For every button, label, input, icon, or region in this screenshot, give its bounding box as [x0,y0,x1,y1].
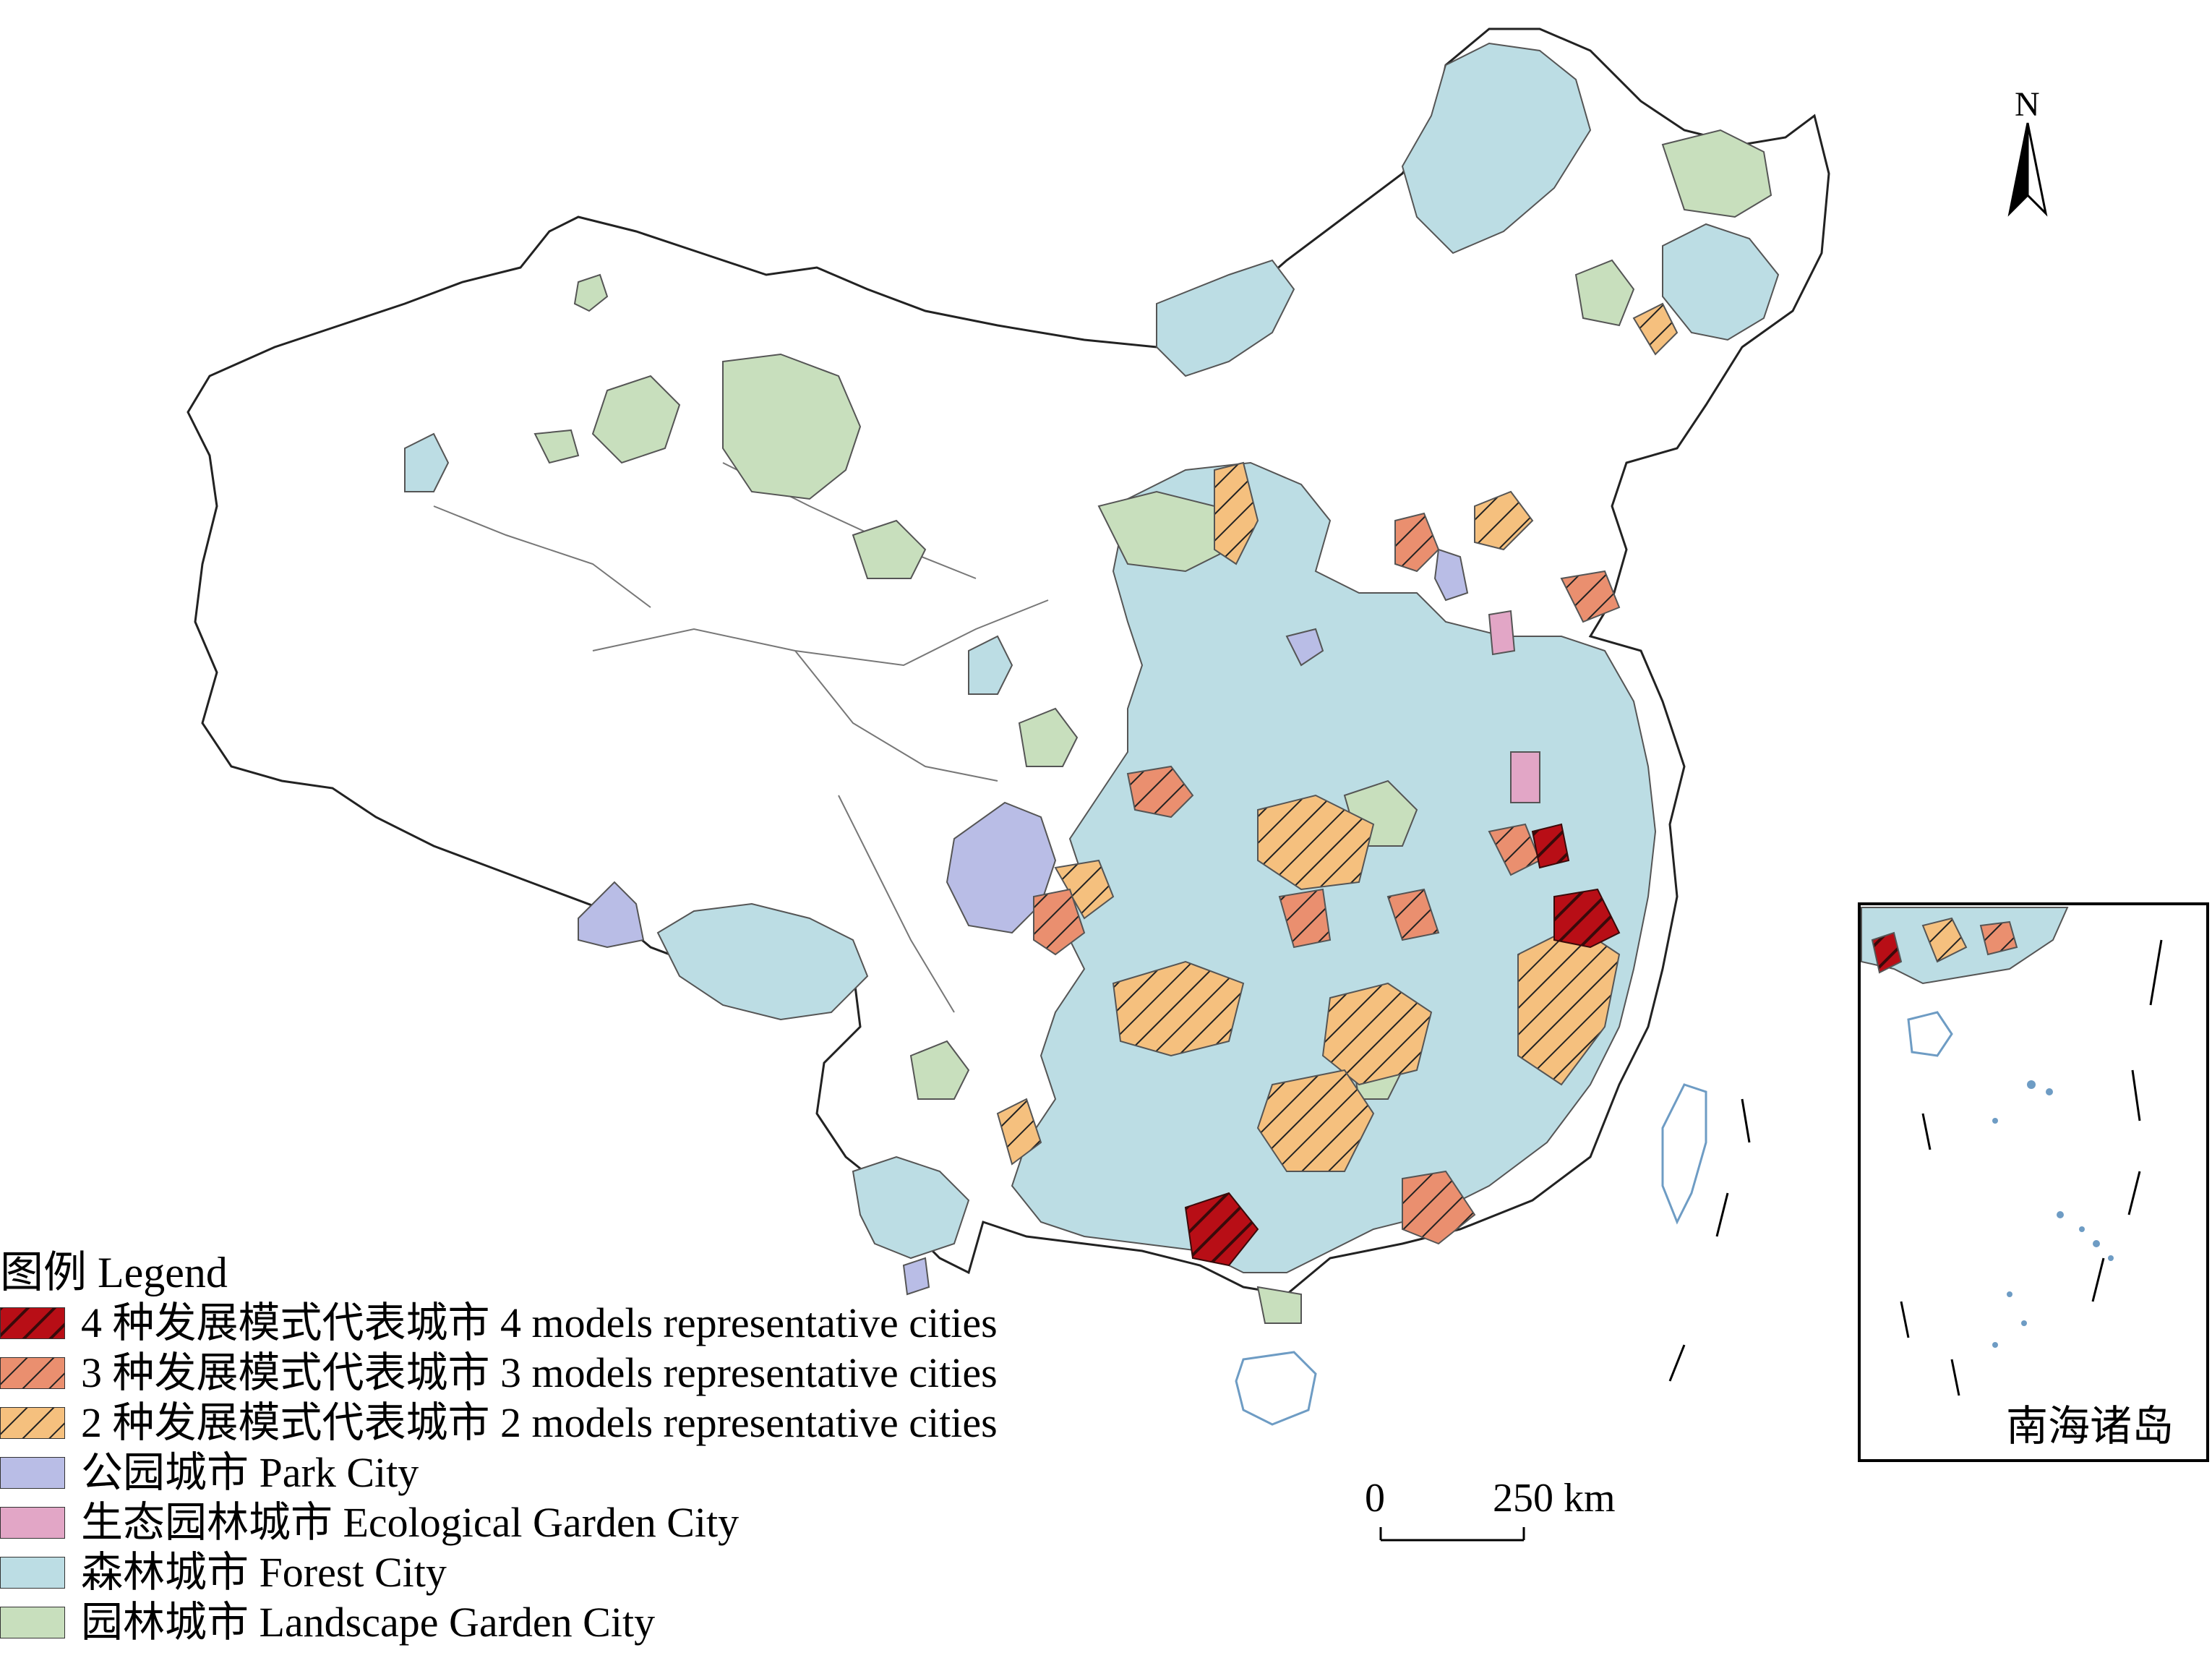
inset-hatched-cities [1871,917,2018,974]
four-models-regions [1184,823,1621,1267]
legend-item-landscape-garden-city: 园林城市 Landscape Garden City [0,1597,1186,1647]
legend-swatch-two-models [0,1406,65,1439]
legend-item-two-models: 2 种发展模式代表城市 2 models representative citi… [0,1398,1186,1448]
legend-label: 生态园林城市 Ecological Garden City [81,1498,740,1546]
scale-bar [1379,1527,1525,1542]
legend-swatch-ecological-garden-city [0,1506,65,1539]
legend-label: 森林城市 Forest City [81,1548,447,1596]
ecological-garden-city-regions [1488,610,1540,803]
legend: 图例 Legend 4 种发展模式代表城市 4 models represent… [0,1247,1186,1647]
south-china-sea-inset-frame [1858,902,2209,1462]
dash-line-fragments [1668,1098,1751,1382]
legend-item-park-city: 公园城市 Park City [0,1448,1186,1497]
legend-item-three-models: 3 种发展模式代表城市 3 models representative citi… [0,1348,1186,1398]
legend-swatch-landscape-garden-city [0,1606,65,1638]
province-boundaries [433,462,1049,1013]
legend-item-ecological-garden-city: 生态园林城市 Ecological Garden City [0,1497,1186,1547]
legend-label: 公园城市 Park City [81,1448,419,1496]
landscape-garden-city-regions [533,129,1772,1324]
inset-hainan [1907,1011,1953,1057]
scale-end-label: 250 km [1493,1476,1616,1521]
legend-item-forest-city: 森林城市 Forest City [0,1547,1186,1597]
legend-label: 3 种发展模式代表城市 3 models representative citi… [81,1349,998,1396]
scale-start-label: 0 [1365,1476,1385,1521]
inset-dash-line [1900,939,2163,1396]
legend-item-four-models: 4 种发展模式代表城市 4 models representative citi… [0,1298,1186,1348]
north-arrow [2007,122,2048,217]
legend-swatch-park-city [0,1456,65,1489]
legend-label: 4 种发展模式代表城市 4 models representative citi… [81,1299,998,1346]
legend-label: 2 种发展模式代表城市 2 models representative citi… [81,1398,998,1446]
legend-swatch-three-models [0,1356,65,1389]
three-models-regions [1033,512,1621,1245]
legend-swatch-forest-city [0,1556,65,1589]
legend-title: 图例 Legend [0,1249,228,1296]
legend-swatch-four-models [0,1307,65,1339]
two-models-regions [996,302,1679,1172]
park-city-regions [578,548,1469,1296]
legend-label: 园林城市 Landscape Garden City [81,1598,656,1646]
north-label: N [2015,85,2040,124]
hainan-island [1235,1351,1317,1426]
taiwan-island [1661,1083,1707,1225]
inset-islands [1992,1080,2114,1348]
inset-title: 南海诸岛 [2006,1403,2174,1450]
